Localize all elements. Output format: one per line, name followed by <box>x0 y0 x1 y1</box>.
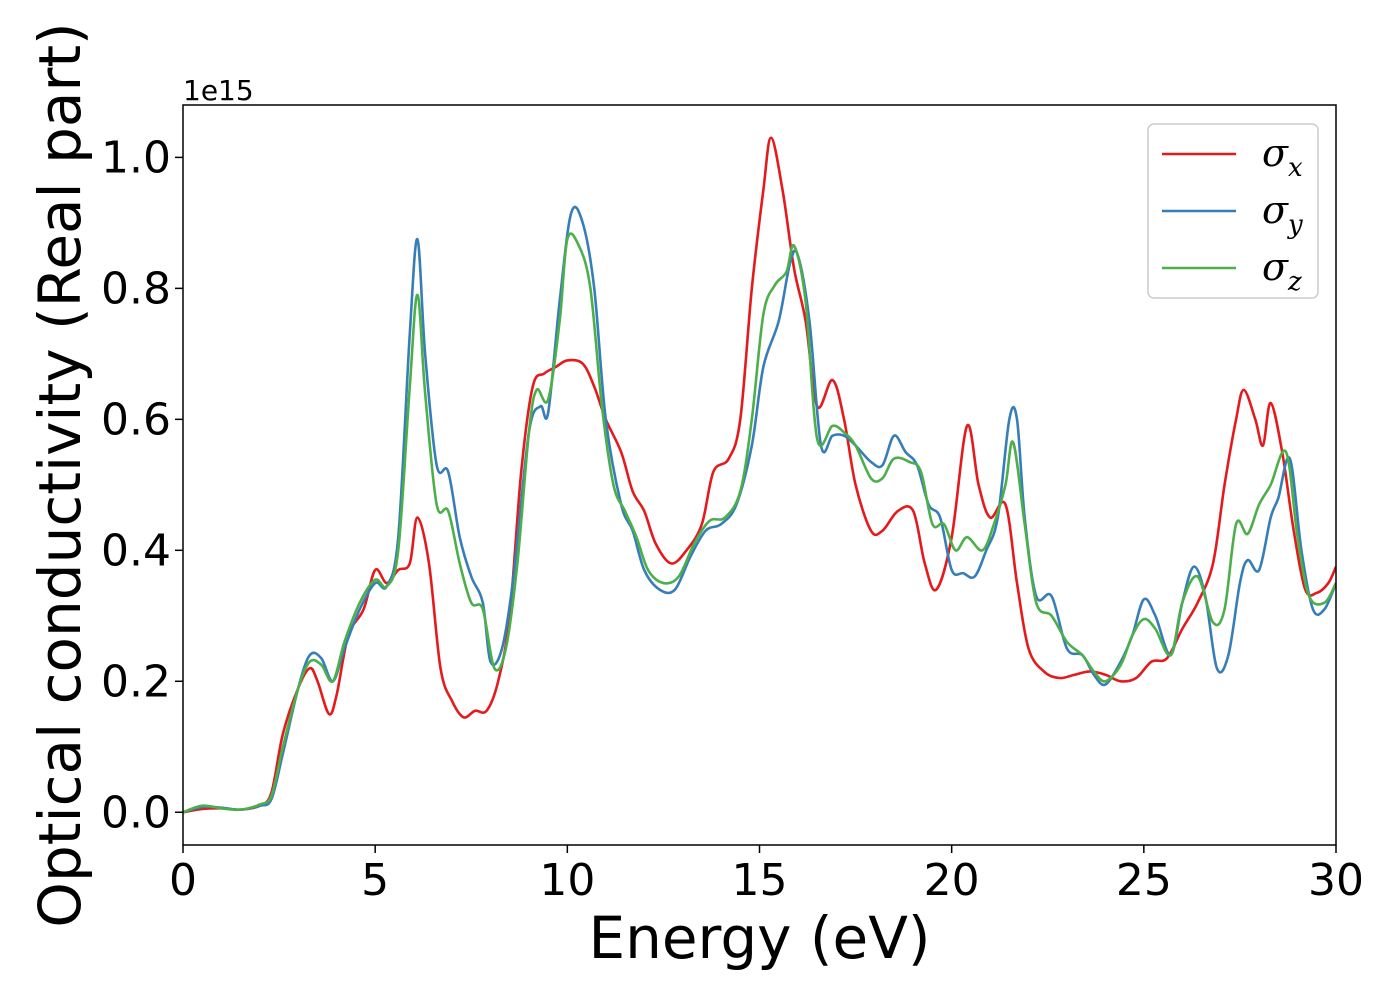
y-offset-label: 1e15 <box>183 74 254 107</box>
y-tick-label: 0.4 <box>101 525 171 576</box>
y-tick-label: 1.0 <box>101 132 171 183</box>
y-axis-title: Optical conductivity (Real part) <box>26 22 94 927</box>
series-layer <box>183 136 1336 814</box>
x-tick-label: 25 <box>1116 855 1172 906</box>
y-tick-label: 0.0 <box>101 787 171 838</box>
y-tick-label: 0.2 <box>101 656 171 707</box>
x-tick-label: 15 <box>732 855 788 906</box>
x-tick-label: 30 <box>1308 855 1364 906</box>
y-axis-ticks: 0.0 0.2 0.4 0.6 0.8 1.0 <box>101 132 183 838</box>
series-line-y <box>183 205 1336 814</box>
series-line-z <box>183 232 1336 814</box>
x-tick-label: 0 <box>169 855 197 906</box>
y-tick-label: 0.6 <box>101 394 171 445</box>
x-tick-label: 10 <box>539 855 595 906</box>
x-axis-ticks: 0 5 10 15 20 25 30 <box>169 845 1364 906</box>
x-axis-title: Energy (eV) <box>588 904 930 972</box>
x-tick-label: 5 <box>361 855 389 906</box>
y-tick-label: 0.8 <box>101 263 171 314</box>
x-tick-label: 20 <box>924 855 980 906</box>
